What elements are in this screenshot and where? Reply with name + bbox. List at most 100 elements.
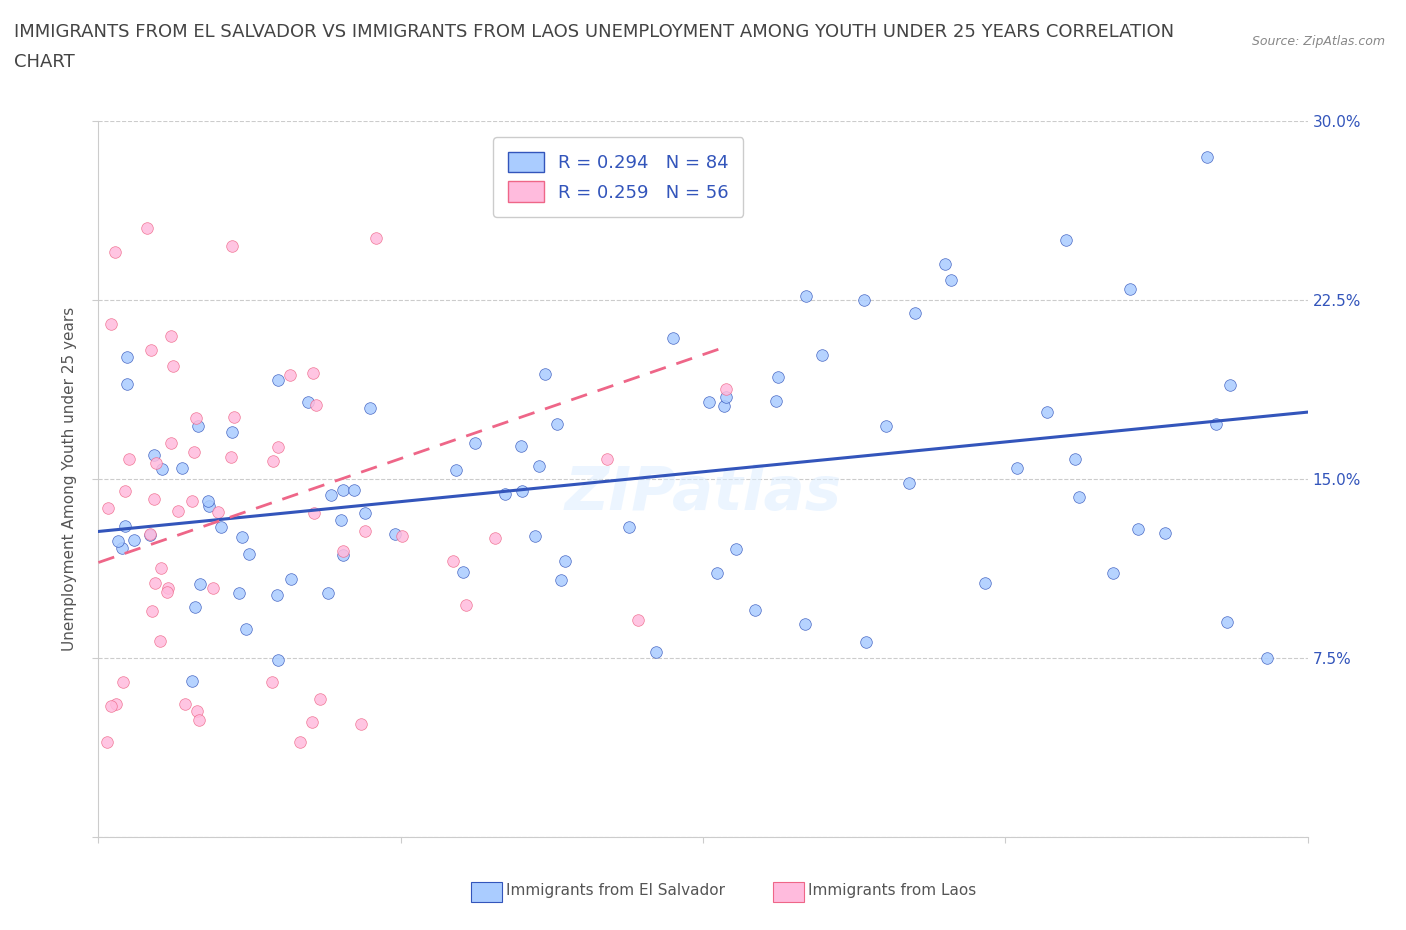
- Point: [107, 534, 129, 549]
- Point: [280, 572, 302, 587]
- Point: [122, 533, 145, 548]
- Point: [143, 448, 166, 463]
- Point: [1154, 525, 1177, 540]
- Point: [260, 674, 283, 689]
- Point: [441, 553, 464, 568]
- Text: Immigrants from Laos: Immigrants from Laos: [808, 884, 977, 898]
- Point: [105, 697, 128, 711]
- Point: [100, 316, 122, 331]
- Text: ZIPatlas: ZIPatlas: [564, 464, 842, 523]
- Point: [207, 505, 229, 520]
- Point: [162, 358, 184, 373]
- Point: [224, 409, 246, 424]
- Point: [359, 401, 381, 416]
- Point: [897, 476, 920, 491]
- Point: [617, 519, 640, 534]
- Point: [97, 500, 120, 515]
- Point: [114, 484, 136, 498]
- Point: [160, 328, 183, 343]
- Point: [117, 452, 139, 467]
- Point: [713, 399, 735, 414]
- Point: [1205, 416, 1227, 431]
- Point: [150, 461, 173, 476]
- Point: [180, 493, 202, 508]
- Point: [183, 445, 205, 459]
- Point: [724, 541, 747, 556]
- Point: [135, 220, 157, 235]
- Text: IMMIGRANTS FROM EL SALVADOR VS IMMIGRANTS FROM LAOS UNEMPLOYMENT AMONG YOUTH UND: IMMIGRANTS FROM EL SALVADOR VS IMMIGRANT…: [14, 23, 1174, 41]
- Point: [534, 366, 557, 381]
- Point: [1054, 232, 1077, 247]
- Point: [219, 449, 242, 464]
- Point: [139, 527, 162, 542]
- Point: [1005, 460, 1028, 475]
- Point: [228, 586, 250, 601]
- Point: [302, 506, 325, 521]
- Point: [1195, 150, 1218, 165]
- Point: [1102, 565, 1125, 580]
- Point: [484, 530, 506, 545]
- Point: [267, 373, 290, 388]
- Point: [198, 498, 221, 513]
- Point: [343, 483, 366, 498]
- Point: [209, 520, 232, 535]
- Point: [186, 703, 208, 718]
- Point: [202, 580, 225, 595]
- Point: [181, 673, 204, 688]
- Text: Source: ZipAtlas.com: Source: ZipAtlas.com: [1251, 35, 1385, 48]
- Point: [645, 644, 668, 659]
- Point: [267, 653, 290, 668]
- Point: [221, 424, 243, 439]
- Point: [238, 547, 260, 562]
- Point: [96, 734, 118, 749]
- Point: [529, 458, 551, 473]
- Point: [301, 714, 323, 729]
- Legend: R = 0.294   N = 84, R = 0.259   N = 56: R = 0.294 N = 84, R = 0.259 N = 56: [494, 137, 744, 217]
- Point: [353, 524, 375, 538]
- Point: [160, 435, 183, 450]
- Point: [115, 350, 138, 365]
- Point: [111, 675, 134, 690]
- Point: [188, 577, 211, 591]
- Point: [231, 529, 253, 544]
- Point: [904, 305, 927, 320]
- Point: [596, 451, 619, 466]
- Point: [494, 486, 516, 501]
- Point: [114, 519, 136, 534]
- Point: [266, 588, 288, 603]
- Point: [554, 553, 576, 568]
- Text: CHART: CHART: [14, 53, 75, 71]
- Point: [464, 436, 486, 451]
- Point: [546, 417, 568, 432]
- Point: [111, 541, 134, 556]
- Point: [332, 483, 354, 498]
- Point: [187, 418, 209, 433]
- Point: [454, 598, 477, 613]
- Point: [765, 393, 787, 408]
- Point: [149, 561, 172, 576]
- Point: [330, 512, 353, 527]
- Point: [793, 617, 815, 631]
- Point: [321, 487, 343, 502]
- Point: [290, 734, 312, 749]
- Point: [188, 712, 211, 727]
- Point: [1256, 651, 1278, 666]
- Point: [235, 622, 257, 637]
- Point: [939, 272, 962, 287]
- Point: [714, 382, 737, 397]
- Point: [138, 526, 160, 541]
- Point: [350, 717, 373, 732]
- Point: [1216, 615, 1239, 630]
- Point: [875, 418, 897, 433]
- Point: [662, 330, 685, 345]
- Point: [768, 370, 790, 385]
- Text: Immigrants from El Salvador: Immigrants from El Salvador: [506, 884, 725, 898]
- Point: [266, 439, 288, 454]
- Point: [197, 494, 219, 509]
- Point: [157, 580, 180, 595]
- Point: [384, 526, 406, 541]
- Point: [141, 342, 163, 357]
- Point: [794, 289, 817, 304]
- Point: [100, 698, 122, 713]
- Point: [354, 505, 377, 520]
